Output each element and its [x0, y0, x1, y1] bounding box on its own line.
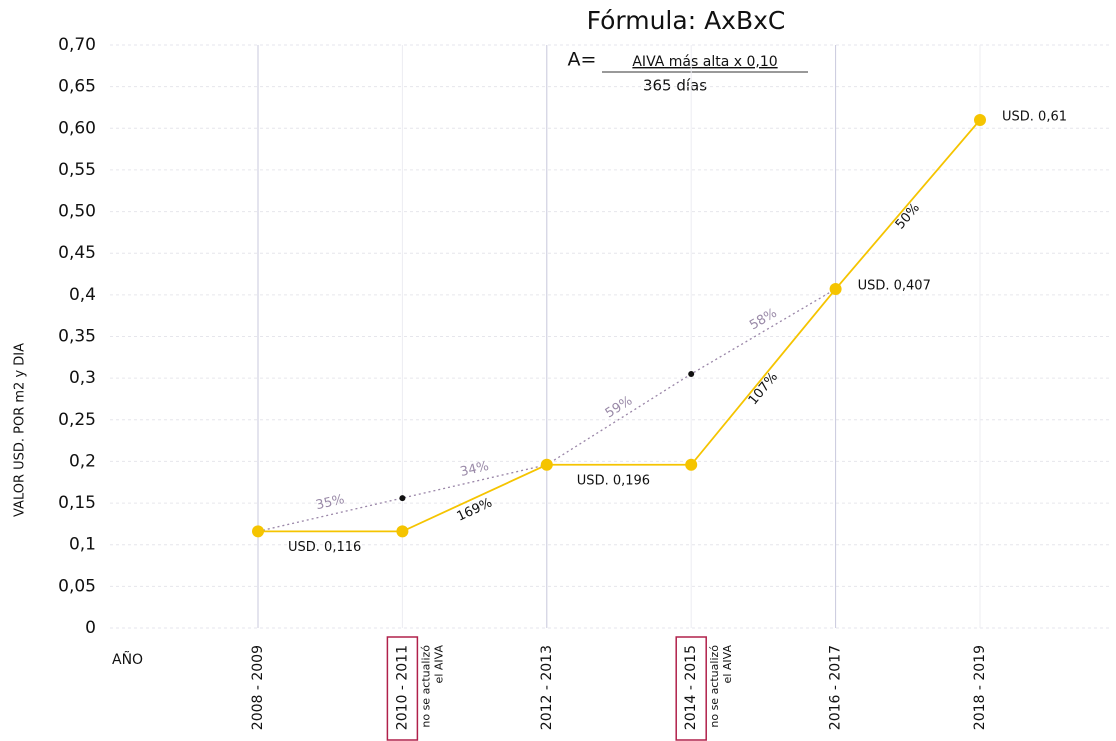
line — [258, 119, 981, 533]
point — [685, 458, 698, 471]
x-axis-label: AÑO — [112, 651, 143, 668]
y-tick-label: 0,1 — [69, 535, 96, 555]
y-tick-label: 0,70 — [58, 35, 96, 55]
segment-label: 35% — [314, 492, 346, 513]
x-tick-label: 2012 - 2013 — [539, 645, 555, 730]
chart-title: Fórmula: AxBxC — [587, 6, 786, 35]
y-tick-label: 0 — [85, 618, 96, 638]
value-label: USD. 0,61 — [1002, 109, 1067, 124]
category-highlight — [386, 636, 419, 741]
y-tick-label: 0,35 — [58, 327, 96, 347]
value-label: USD. 0,116 — [288, 540, 361, 555]
point — [974, 113, 986, 126]
segment-label: 169% — [455, 495, 495, 524]
point — [396, 525, 409, 538]
y-tick-label: 0,25 — [58, 410, 96, 430]
point — [252, 525, 264, 538]
segment-label: 59% — [603, 393, 635, 421]
value-label: USD. 0,407 — [858, 279, 931, 294]
x-tick-label: 2018 - 2019 — [972, 645, 988, 730]
x-tick-label: 2010 - 2011 — [394, 645, 410, 730]
point — [540, 458, 553, 471]
segment-label: 50% — [893, 201, 923, 233]
y-axis-label: VALOR USD. POR m2 y DIA — [13, 343, 28, 517]
y-tick-label: 0,45 — [58, 243, 96, 263]
formula-denominator: 365 días — [643, 77, 707, 95]
x-note: no se actualizó — [419, 645, 432, 728]
x-tick-label: 2016 - 2017 — [828, 645, 844, 730]
y-tick-label: 0,3 — [69, 368, 96, 388]
y-tick-label: 0,15 — [58, 493, 96, 513]
y-tick-label: 0,05 — [58, 576, 96, 596]
category-highlight — [675, 636, 707, 741]
y-tick-label: 0,55 — [58, 160, 96, 180]
y-tick-label: 0,50 — [58, 202, 96, 222]
point — [399, 495, 406, 502]
value-label: USD. 0,196 — [577, 473, 650, 488]
x-note: el AIVA — [721, 645, 734, 684]
formula-lhs: A= — [568, 49, 597, 71]
x-tick-label: 2008 - 2009 — [250, 645, 266, 730]
point — [688, 370, 695, 377]
y-tick-label: 0,60 — [58, 118, 96, 138]
formula-numerator: AIVA más alta x 0,10 — [632, 54, 777, 70]
segment-label: 58% — [747, 306, 780, 334]
x-note: no se actualizó — [708, 645, 721, 728]
segment-label: 34% — [459, 459, 491, 480]
x-tick-label: 2014 - 2015 — [683, 645, 699, 730]
y-tick-label: 0,4 — [69, 285, 96, 305]
y-tick-label: 0,2 — [69, 451, 96, 471]
point — [829, 283, 842, 296]
x-note: el AIVA — [432, 645, 445, 684]
y-tick-label: 0,65 — [58, 77, 96, 97]
